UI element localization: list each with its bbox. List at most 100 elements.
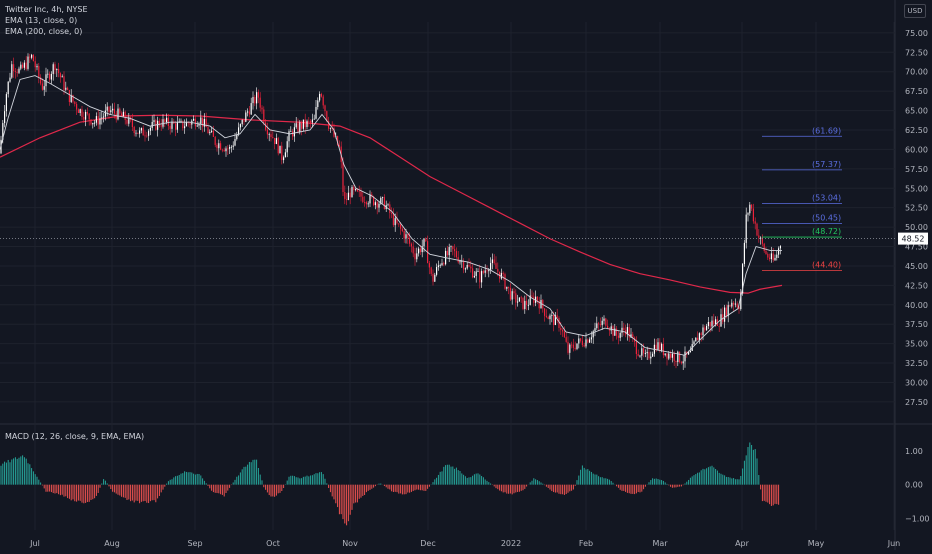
candle-body bbox=[463, 261, 465, 270]
ema200-line bbox=[0, 114, 783, 294]
candle-body bbox=[419, 248, 421, 253]
axes: 75.00 72.50 70.00 67.50 65.00 62.50 60.00 57.50… bbox=[29, 29, 929, 548]
candle-body bbox=[313, 118, 315, 120]
candle-body bbox=[353, 186, 355, 191]
last-price-label: 48.52 bbox=[902, 235, 925, 244]
candle-body bbox=[594, 328, 596, 332]
candle-body bbox=[207, 127, 209, 134]
candle-body bbox=[256, 92, 258, 104]
price-tick-label: 35.00 bbox=[905, 340, 928, 349]
candle-body bbox=[175, 123, 177, 130]
candle-body bbox=[104, 110, 106, 117]
candle-body bbox=[497, 268, 499, 272]
macd-tick-label: −1.00 bbox=[905, 514, 930, 523]
candle-body bbox=[70, 95, 72, 103]
candle-body bbox=[126, 119, 128, 124]
candle-body bbox=[702, 327, 704, 335]
time-tick-label: 2022 bbox=[501, 539, 521, 548]
candle-body bbox=[581, 340, 583, 346]
candle-body bbox=[612, 326, 614, 336]
candle-body bbox=[2, 123, 4, 140]
candle-body bbox=[664, 353, 666, 356]
price-tick-label: 42.50 bbox=[905, 281, 928, 290]
macd-tick-label: 1.00 bbox=[905, 447, 923, 456]
candle-body bbox=[23, 62, 25, 68]
candle-body bbox=[544, 308, 546, 316]
candle-body bbox=[119, 108, 121, 114]
candle-body bbox=[725, 307, 727, 317]
candle-body bbox=[205, 119, 207, 128]
candle-body bbox=[310, 121, 312, 123]
candle-body bbox=[265, 122, 267, 130]
candle-body bbox=[259, 97, 261, 108]
candle-body bbox=[272, 137, 274, 138]
candle-body bbox=[583, 345, 585, 347]
candles bbox=[0, 53, 781, 370]
candle-body bbox=[63, 76, 65, 90]
candle-body bbox=[673, 353, 675, 361]
candle-body bbox=[158, 120, 160, 126]
candle-body bbox=[115, 113, 117, 120]
candle-body bbox=[479, 271, 481, 283]
candle-body bbox=[731, 302, 733, 307]
candle-body bbox=[718, 325, 720, 327]
candle-body bbox=[277, 138, 279, 154]
price-tick-label: 65.00 bbox=[905, 107, 928, 116]
candle-body bbox=[751, 204, 753, 209]
candle-body bbox=[124, 111, 126, 120]
candle-body bbox=[382, 197, 384, 199]
candle-body bbox=[506, 286, 508, 289]
candle-body bbox=[103, 116, 105, 118]
candle-body bbox=[778, 248, 780, 255]
time-tick-label: Apr bbox=[735, 539, 750, 548]
candle-body bbox=[470, 266, 472, 269]
candle-body bbox=[601, 320, 603, 326]
candle-body bbox=[596, 323, 598, 329]
fib-label: (44.40) bbox=[812, 261, 841, 270]
candle-body bbox=[466, 265, 468, 269]
price-tick-label: 50.00 bbox=[905, 223, 928, 232]
candle-body bbox=[551, 315, 553, 316]
currency-button[interactable]: USD bbox=[904, 4, 926, 18]
time-tick-label: Mar bbox=[652, 539, 668, 548]
candle-body bbox=[392, 213, 394, 226]
candle-body bbox=[511, 291, 513, 300]
candle-body bbox=[616, 328, 618, 336]
candle-body bbox=[299, 122, 301, 132]
candle-body bbox=[47, 73, 49, 75]
candle-body bbox=[635, 341, 637, 354]
candle-body bbox=[682, 361, 684, 364]
candle-body bbox=[254, 97, 256, 104]
candle-body bbox=[461, 261, 463, 262]
candle-body bbox=[135, 132, 137, 134]
fib-levels: (61.69) (57.37) (53.04) (50.45) (48.72) (44.4… bbox=[762, 126, 842, 272]
fib-label: (53.04) bbox=[812, 193, 841, 202]
candle-body bbox=[441, 263, 443, 266]
candle-body bbox=[189, 123, 191, 125]
candle-body bbox=[185, 122, 187, 127]
candle-body bbox=[556, 315, 558, 318]
candle-body bbox=[95, 116, 97, 123]
candle-body bbox=[25, 62, 27, 69]
candle-body bbox=[749, 204, 751, 214]
fib-label: (61.69) bbox=[812, 126, 841, 135]
candle-body bbox=[229, 147, 231, 149]
candle-body bbox=[18, 68, 20, 73]
candle-body bbox=[297, 123, 299, 132]
candle-body bbox=[412, 246, 414, 254]
candle-body bbox=[439, 265, 441, 266]
candle-body bbox=[241, 119, 243, 125]
fib-label: (50.45) bbox=[812, 214, 841, 223]
candle-body bbox=[50, 73, 52, 80]
candle-body bbox=[79, 109, 81, 114]
candle-body bbox=[531, 295, 533, 297]
candle-body bbox=[68, 89, 70, 103]
candle-body bbox=[180, 120, 182, 122]
candle-body bbox=[338, 144, 340, 147]
candle-body bbox=[720, 314, 722, 327]
candle-body bbox=[268, 134, 270, 136]
macd-legend: MACD (12, 26, close, 9, EMA, EMA) bbox=[5, 432, 145, 441]
candle-body bbox=[662, 343, 664, 356]
